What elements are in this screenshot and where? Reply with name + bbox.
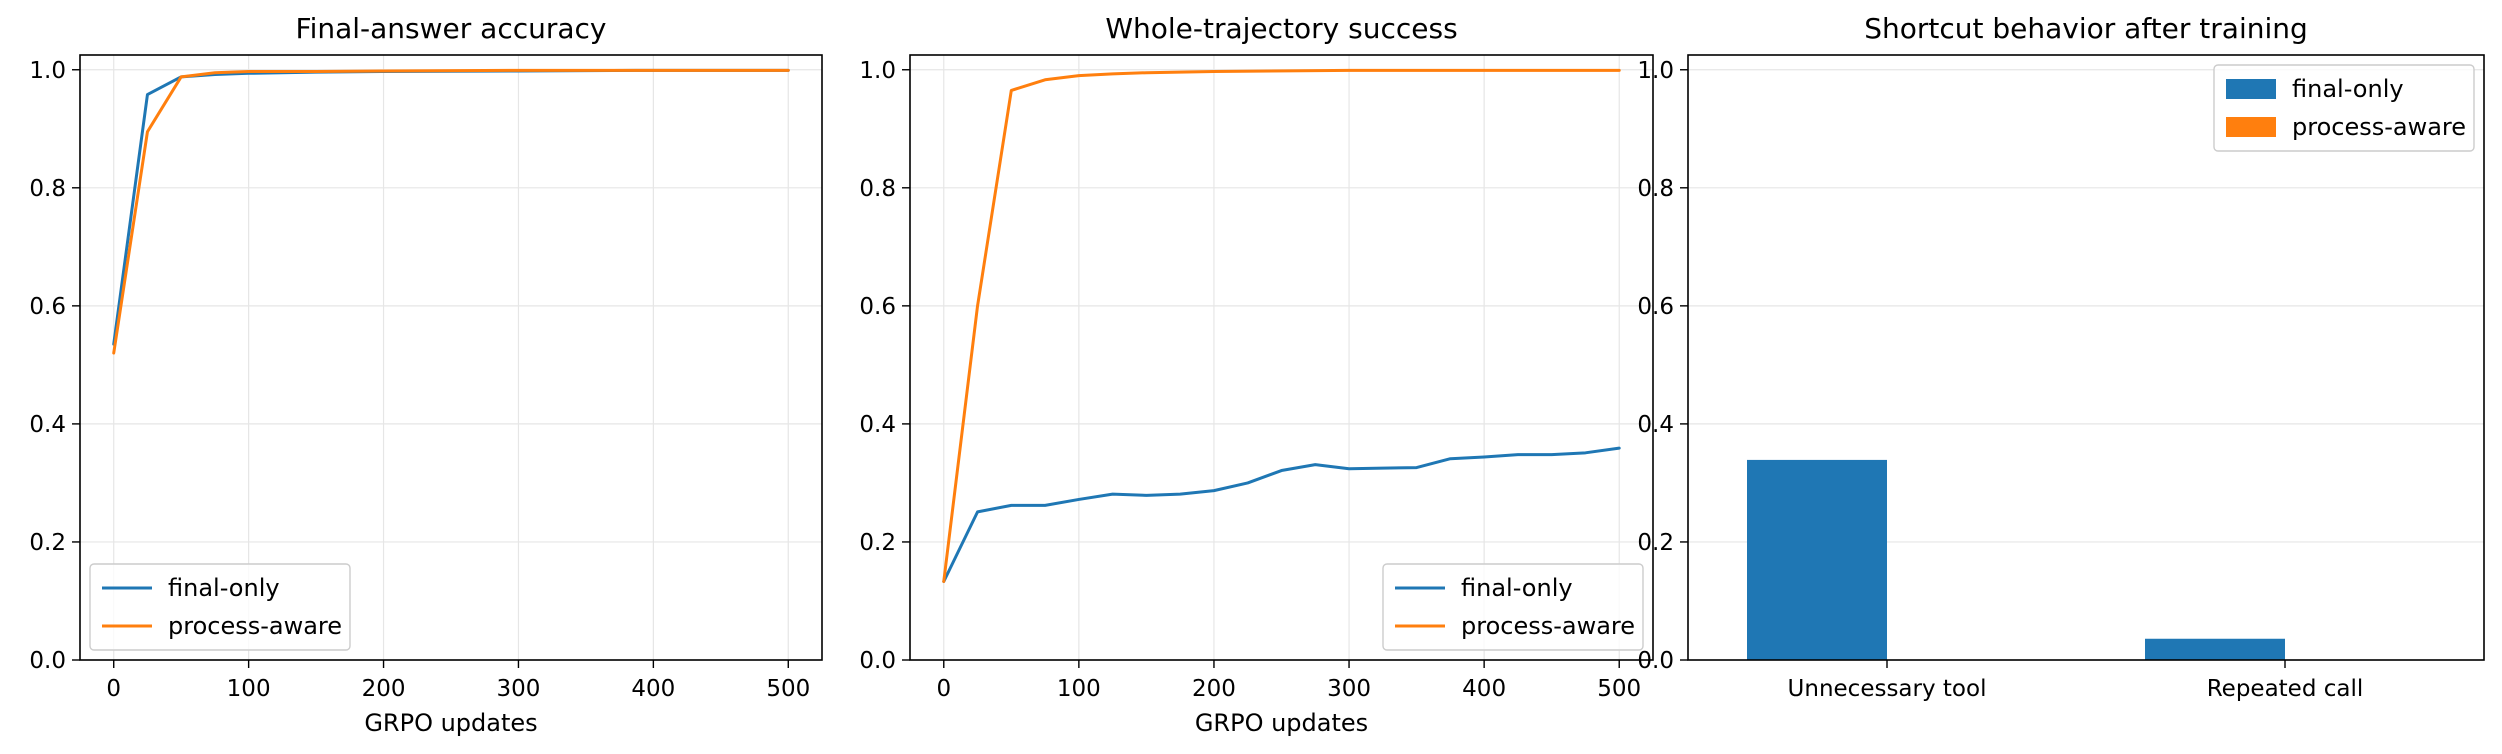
y-tick-label: 1.0 bbox=[859, 58, 896, 84]
y-tick-label: 0.8 bbox=[1637, 176, 1674, 202]
series-line-process-aware bbox=[112, 68, 790, 355]
y-tick-label: 0.2 bbox=[859, 530, 896, 556]
chart-panel-3: Unnecessary tool Repeated call 0.0 0.2 0.4 0.… bbox=[1637, 12, 2485, 702]
legend: final-only process-aware bbox=[1382, 563, 1644, 651]
y-tick-label: 1.0 bbox=[1637, 58, 1674, 84]
legend-label: final-only bbox=[168, 574, 280, 602]
y-tick-label: 0.0 bbox=[1637, 648, 1674, 674]
x-tick-label: 500 bbox=[1597, 676, 1641, 702]
x-axis-label: GRPO updates bbox=[1195, 709, 1368, 737]
legend-box bbox=[2213, 64, 2475, 152]
y-tick-label: 0.2 bbox=[29, 530, 66, 556]
chart-title: Whole-trajectory success bbox=[1105, 12, 1457, 45]
series-line-process-aware bbox=[942, 68, 1621, 583]
series-line-final-only bbox=[112, 68, 790, 346]
chart-panel-2: 0.0 0.2 0.4 0.6 0.8 1.0 0 100 200 300 400 500 Whole-… bbox=[859, 12, 1654, 737]
legend-label: process-aware bbox=[1461, 612, 1635, 640]
bar-final-only bbox=[1747, 459, 1887, 660]
x-tick-label: 300 bbox=[497, 676, 541, 702]
legend-label: final-only bbox=[2292, 75, 2404, 103]
y-tick-label: 0.8 bbox=[859, 176, 896, 202]
legend: final-only process-aware bbox=[89, 563, 351, 651]
legend-label: final-only bbox=[1461, 574, 1573, 602]
y-tick-label: 0.6 bbox=[1637, 294, 1674, 320]
y-tick-label: 0.4 bbox=[29, 412, 66, 438]
y-tick-label: 0.6 bbox=[29, 294, 66, 320]
x-tick-label: Unnecessary tool bbox=[1788, 676, 1987, 702]
legend-box bbox=[1382, 563, 1644, 651]
x-tick-label: 300 bbox=[1327, 676, 1371, 702]
x-tick-label: 500 bbox=[766, 676, 810, 702]
x-tick-label: 400 bbox=[631, 676, 675, 702]
y-tick-label: 0.2 bbox=[1637, 530, 1674, 556]
chart-title: Final-answer accuracy bbox=[296, 12, 607, 45]
legend-swatch bbox=[2226, 79, 2276, 99]
plot-frame bbox=[909, 54, 1654, 661]
y-tick-label: 0.4 bbox=[859, 412, 896, 438]
plot-frame bbox=[79, 54, 823, 661]
x-tick-label: 400 bbox=[1462, 676, 1506, 702]
y-tick-label: 0.0 bbox=[859, 648, 896, 674]
x-tick-label: 0 bbox=[106, 676, 121, 702]
x-tick-label: Repeated call bbox=[2207, 676, 2364, 702]
legend: final-only process-aware bbox=[2213, 64, 2475, 152]
bar-final-only bbox=[2145, 638, 2285, 660]
series-line-final-only bbox=[942, 446, 1621, 583]
x-axis-label: GRPO updates bbox=[364, 709, 537, 737]
plot-frame bbox=[1687, 54, 2485, 661]
chart-title: Shortcut behavior after training bbox=[1864, 12, 2308, 45]
y-tick-label: 1.0 bbox=[29, 58, 66, 84]
x-tick-label: 100 bbox=[227, 676, 271, 702]
x-tick-label: 100 bbox=[1057, 676, 1101, 702]
y-tick-label: 0.0 bbox=[29, 648, 66, 674]
x-tick-label: 200 bbox=[1192, 676, 1236, 702]
y-tick-label: 0.4 bbox=[1637, 412, 1674, 438]
legend-box bbox=[89, 563, 351, 651]
legend-swatch bbox=[2226, 117, 2276, 137]
x-tick-label: 200 bbox=[362, 676, 406, 702]
legend-label: process-aware bbox=[168, 612, 342, 640]
y-tick-label: 0.8 bbox=[29, 176, 66, 202]
legend-label: process-aware bbox=[2292, 113, 2466, 141]
chart-panel-1: 0.0 0.2 0.4 0.6 0.8 1.0 0 100 200 300 400 500 Final-… bbox=[29, 12, 823, 737]
x-tick-label: 0 bbox=[936, 676, 951, 702]
y-tick-label: 0.6 bbox=[859, 294, 896, 320]
